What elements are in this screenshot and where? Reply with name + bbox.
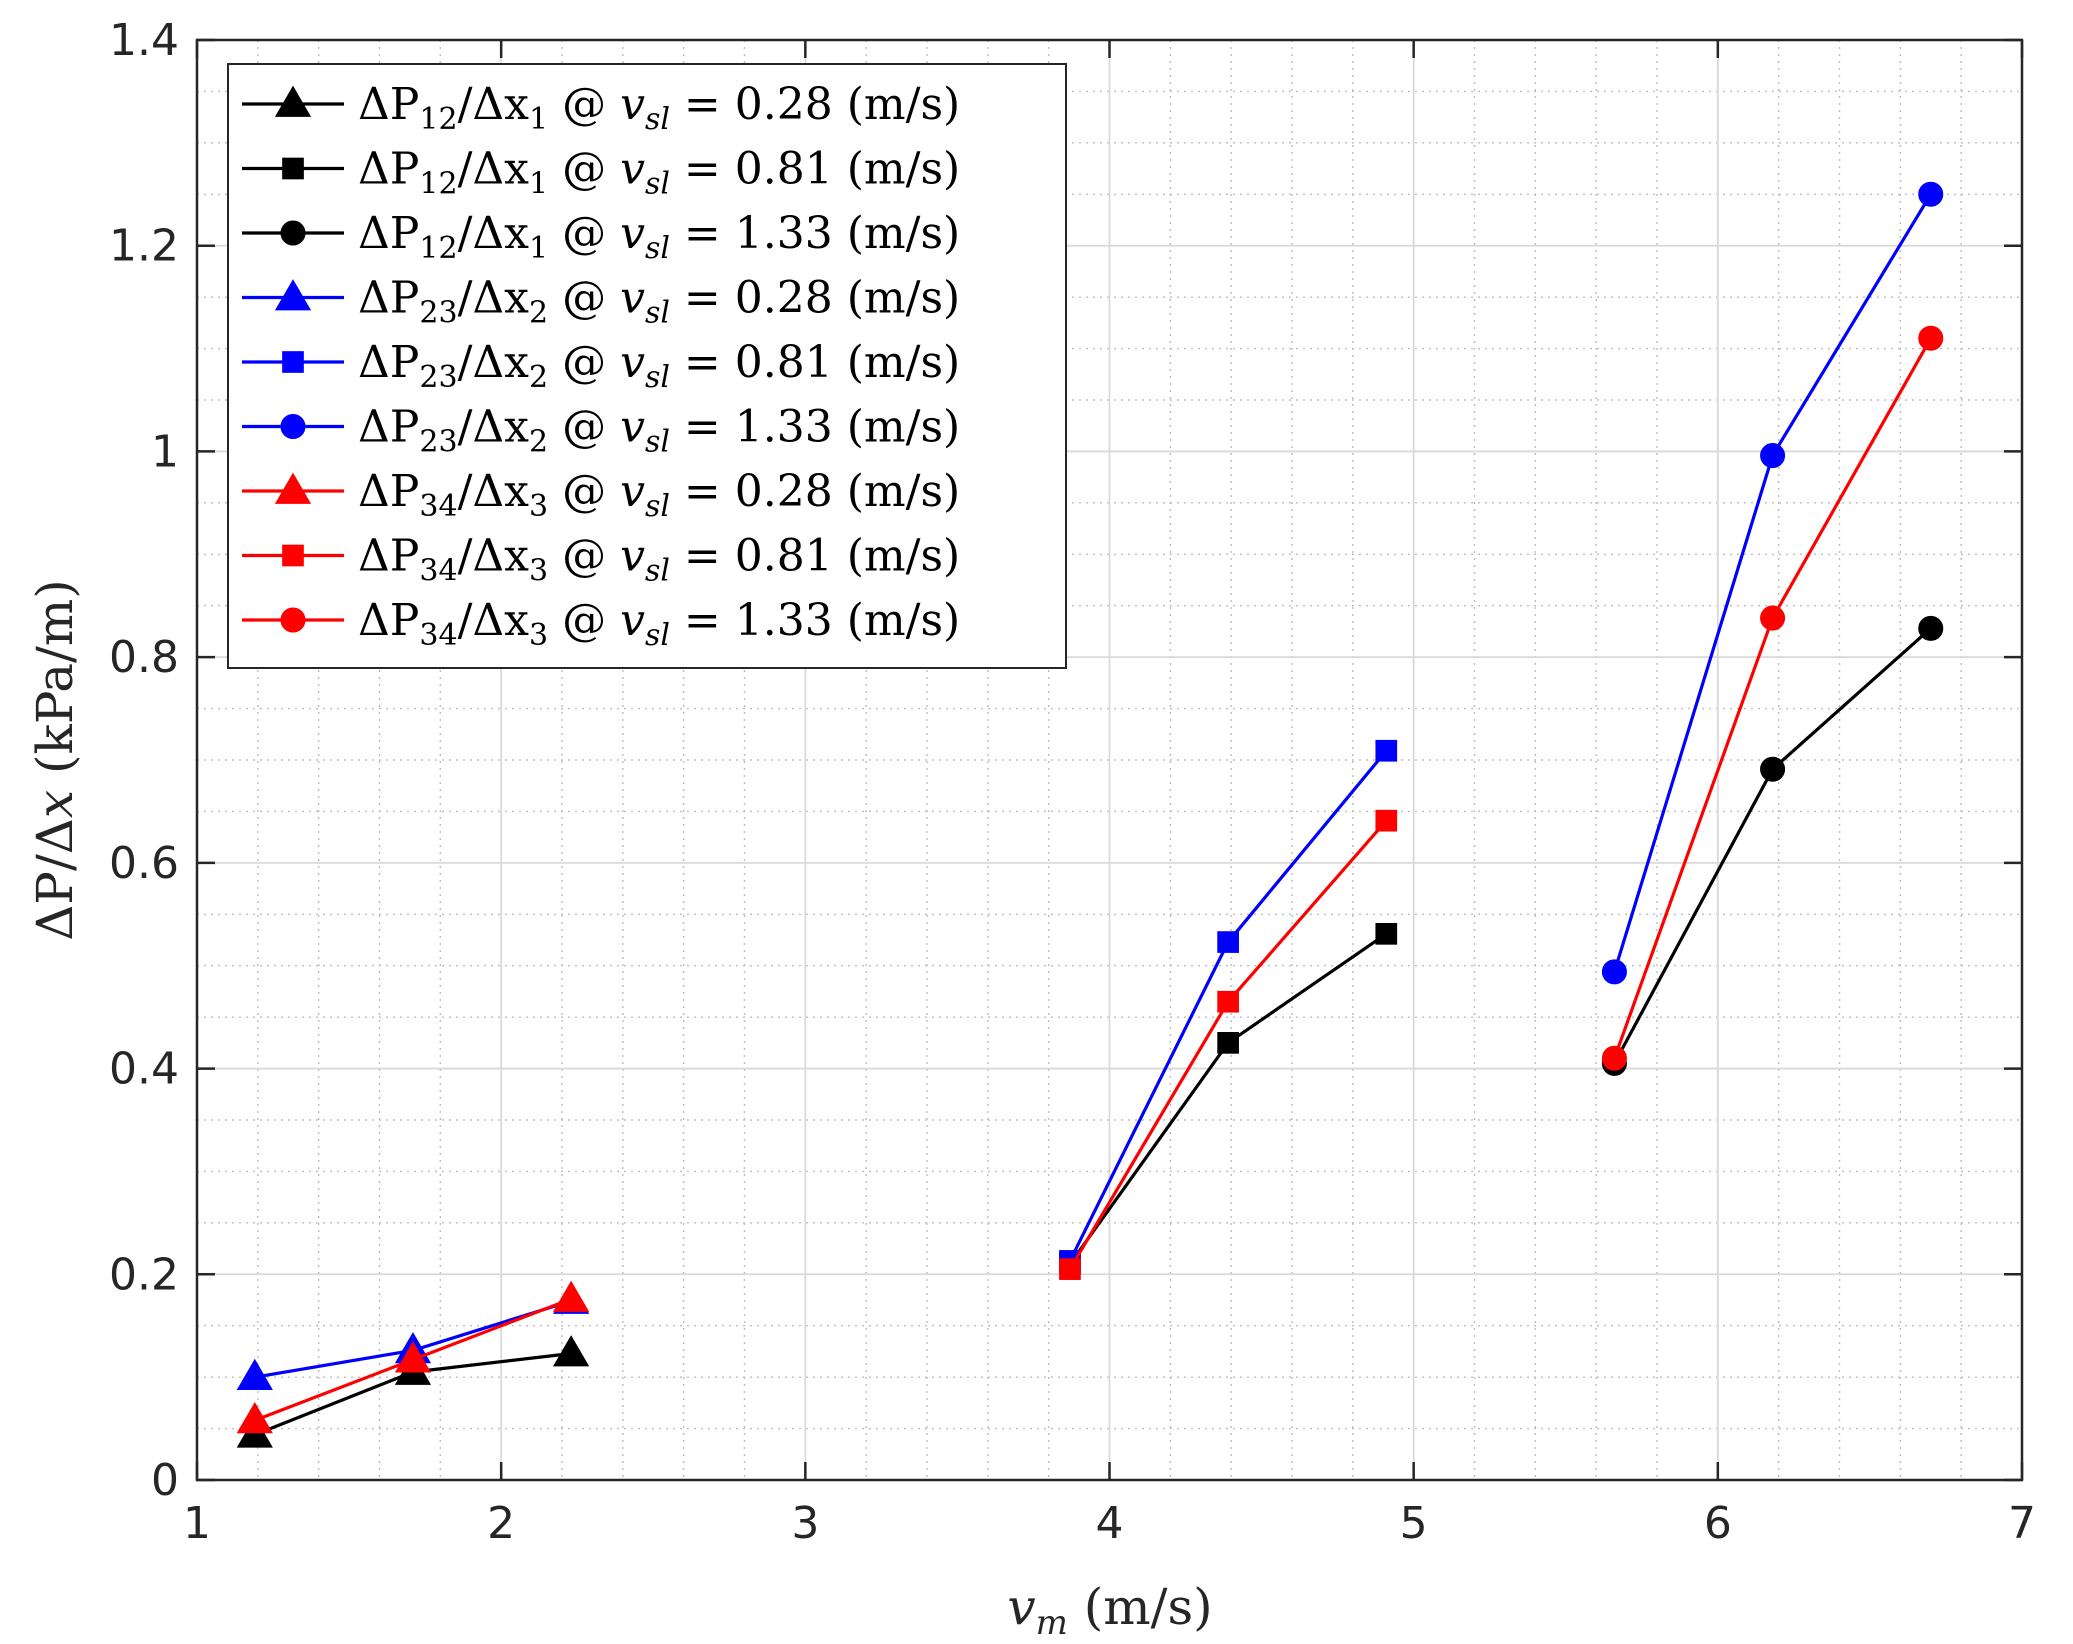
legend-marker bbox=[274, 85, 312, 117]
data-point bbox=[1217, 1032, 1239, 1054]
y-tick-labels: 0 0.2 0.4 0.6 0.8 1 1.2 1.4 bbox=[109, 15, 179, 1506]
x-tick-label: 6 bbox=[1704, 1498, 1732, 1549]
legend-marker bbox=[280, 607, 306, 633]
data-point bbox=[1760, 756, 1786, 782]
legend-marker bbox=[282, 157, 304, 180]
legend-item: ΔP12/Δx1 @ vsl = 0.81 (m/s) bbox=[242, 144, 960, 202]
y-tick-label: 1.2 bbox=[109, 221, 179, 272]
legend-label: ΔP34/Δx3 @ vsl = 0.81 (m/s) bbox=[358, 531, 960, 589]
y-tick-label: 0.2 bbox=[109, 1249, 179, 1300]
y-tick-label: 0 bbox=[151, 1455, 179, 1506]
legend-marker bbox=[280, 413, 306, 440]
data-point bbox=[1059, 1258, 1081, 1280]
data-point bbox=[553, 1335, 590, 1367]
series-6 bbox=[236, 1280, 590, 1434]
legend-label: ΔP34/Δx3 @ vsl = 0.28 (m/s) bbox=[358, 466, 960, 524]
data-point bbox=[394, 1341, 432, 1373]
data-point bbox=[1760, 605, 1786, 631]
x-tick-label: 7 bbox=[2008, 1498, 2036, 1549]
y-axis-label: ΔP/Δx (kPa/m) bbox=[26, 579, 84, 941]
data-point bbox=[1601, 959, 1627, 985]
x-tick-label: 1 bbox=[183, 1498, 211, 1549]
legend: ΔP12/Δx1 @ vsl = 0.28 (m/s) ΔP12/Δx1 @ vs… bbox=[227, 63, 1067, 669]
legend-item: ΔP34/Δx3 @ vsl = 0.81 (m/s) bbox=[242, 531, 960, 589]
series-7 bbox=[1059, 809, 1398, 1280]
data-point bbox=[1918, 615, 1944, 641]
legend-label: ΔP34/Δx3 @ vsl = 1.33 (m/s) bbox=[358, 595, 960, 653]
legend-item: ΔP23/Δx2 @ vsl = 0.81 (m/s) bbox=[242, 337, 960, 395]
data-point bbox=[1375, 739, 1398, 762]
data-point bbox=[1601, 1045, 1627, 1071]
legend-label: ΔP12/Δx1 @ vsl = 0.28 (m/s) bbox=[358, 79, 960, 137]
x-tick-labels: 1 2 3 4 5 6 7 bbox=[183, 1498, 2036, 1549]
legend-label: ΔP23/Δx2 @ vsl = 1.33 (m/s) bbox=[358, 402, 960, 460]
legend-marker bbox=[274, 472, 312, 504]
legend-item: ΔP12/Δx1 @ vsl = 1.33 (m/s) bbox=[242, 208, 960, 266]
data-point bbox=[1918, 325, 1944, 351]
legend-marker bbox=[282, 351, 304, 373]
legend-box bbox=[227, 63, 1067, 669]
y-tick-label: 1 bbox=[151, 426, 179, 477]
legend-marker bbox=[274, 279, 312, 311]
y-tick-label: 0.6 bbox=[109, 838, 179, 889]
legend-item: ΔP34/Δx3 @ vsl = 0.28 (m/s) bbox=[242, 466, 960, 524]
series-8 bbox=[1601, 325, 1944, 1071]
y-tick-label: 1.4 bbox=[109, 15, 179, 66]
data-point bbox=[1918, 181, 1944, 207]
data-point bbox=[1760, 443, 1786, 469]
legend-marker bbox=[280, 220, 306, 246]
legend-item: ΔP23/Δx2 @ vsl = 1.33 (m/s) bbox=[242, 402, 960, 460]
y-tick-label: 0.8 bbox=[109, 632, 179, 683]
data-point bbox=[1217, 931, 1239, 953]
data-point bbox=[553, 1280, 590, 1312]
legend-label: ΔP12/Δx1 @ vsl = 0.81 (m/s) bbox=[358, 144, 960, 202]
data-point bbox=[1217, 990, 1239, 1013]
x-axis-label: vm (m/s) bbox=[1007, 1578, 1212, 1643]
x-tick-label: 5 bbox=[1400, 1498, 1428, 1549]
legend-item: ΔP12/Δx1 @ vsl = 0.28 (m/s) bbox=[242, 79, 960, 137]
data-point bbox=[1375, 809, 1398, 832]
legend-item: ΔP34/Δx3 @ vsl = 1.33 (m/s) bbox=[242, 595, 960, 653]
legend-label: ΔP23/Δx2 @ vsl = 0.28 (m/s) bbox=[358, 273, 960, 331]
series-layer bbox=[236, 181, 1944, 1448]
y-tick-label: 0.4 bbox=[109, 1044, 179, 1095]
data-point bbox=[1375, 922, 1398, 945]
legend-label: ΔP23/Δx2 @ vsl = 0.81 (m/s) bbox=[358, 337, 960, 395]
x-tick-label: 4 bbox=[1096, 1498, 1124, 1549]
data-point bbox=[236, 1401, 273, 1434]
series-5 bbox=[1601, 181, 1944, 985]
x-tick-label: 2 bbox=[487, 1498, 515, 1549]
data-point bbox=[236, 1358, 273, 1391]
legend-marker bbox=[282, 544, 304, 567]
legend-label: ΔP12/Δx1 @ vsl = 1.33 (m/s) bbox=[358, 208, 960, 266]
axis-ticks bbox=[195, 38, 2024, 1482]
legend-item: ΔP23/Δx2 @ vsl = 0.28 (m/s) bbox=[242, 273, 960, 331]
x-tick-label: 3 bbox=[791, 1498, 819, 1549]
